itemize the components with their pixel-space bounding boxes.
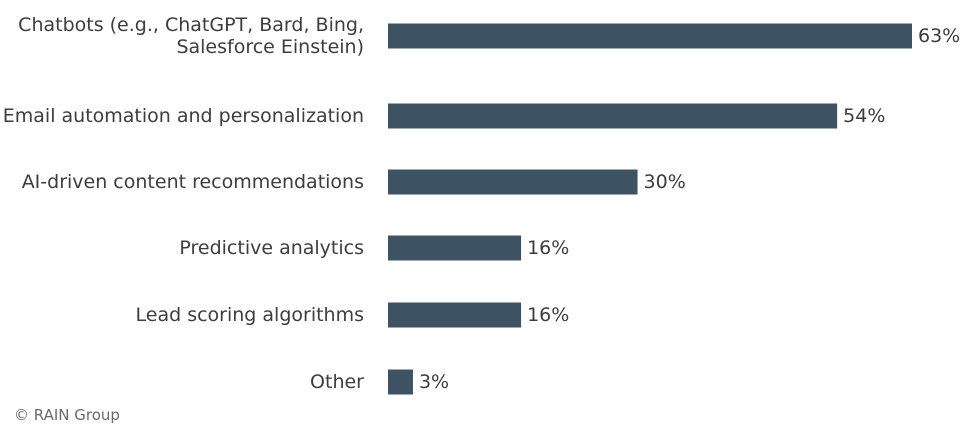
bar-4: [388, 302, 522, 328]
bar-2: [388, 169, 638, 195]
bar-1: [388, 103, 838, 129]
category-label-1: Email automation and personalization: [3, 105, 364, 127]
value-label-0: 63%: [918, 25, 960, 47]
bar-5: [388, 369, 413, 395]
category-label-0-line-1: Salesforce Einstein): [176, 36, 364, 58]
bar-3: [388, 235, 522, 261]
value-label-5: 3%: [419, 371, 449, 393]
value-label-3: 16%: [527, 237, 569, 259]
category-label-4: Lead scoring algorithms: [136, 304, 364, 326]
category-label-2: AI-driven content recommendations: [22, 171, 364, 193]
category-label-5: Other: [310, 371, 364, 393]
value-label-2: 30%: [644, 171, 686, 193]
copyright-text: © RAIN Group: [14, 406, 120, 424]
value-label-4: 16%: [527, 304, 569, 326]
category-label-3: Predictive analytics: [179, 237, 364, 259]
value-label-1: 54%: [843, 105, 885, 127]
category-label-0-line-0: Chatbots (e.g., ChatGPT, Bard, Bing,: [18, 14, 364, 36]
bar-0: [388, 23, 912, 49]
